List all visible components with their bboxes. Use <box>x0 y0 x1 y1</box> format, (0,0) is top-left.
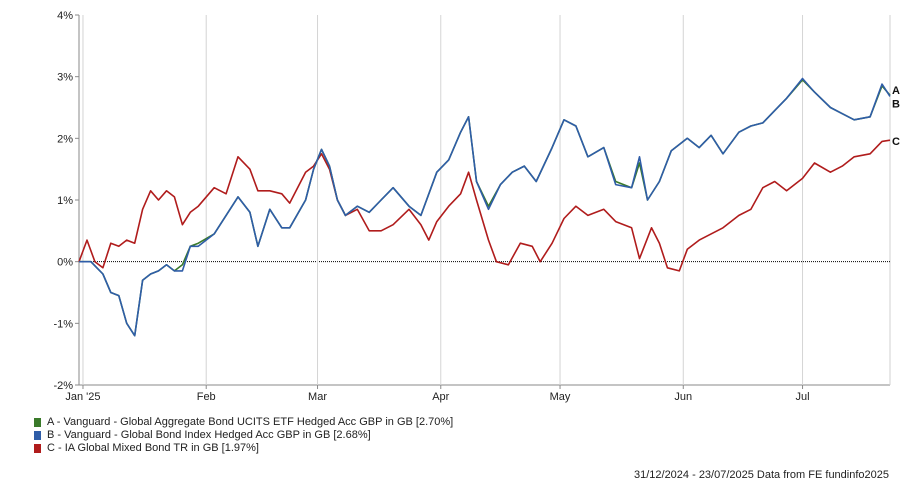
series-line-c <box>78 139 891 272</box>
x-axis: Jan '25 Feb Mar Apr May Jun Jul <box>65 385 810 403</box>
y-tick-label: 1% <box>57 195 73 207</box>
legend-item-b[interactable]: B - Vanguard - Global Bond Index Hedged … <box>34 429 453 442</box>
chart-footer: 31/12/2024 - 23/07/2025 Data from FE fun… <box>633 469 889 481</box>
series-end-label-a: A <box>892 85 900 97</box>
y-tick-label: 3% <box>57 72 73 84</box>
x-tick-label: Jan '25 <box>65 391 100 403</box>
legend-label-c: C - IA Global Mixed Bond TR in GB [1.97%… <box>47 442 259 454</box>
y-axis: -2% -1% 0% 1% 2% 3% 4% <box>53 10 79 392</box>
x-tick-label: May <box>550 391 571 403</box>
chart-legend: A - Vanguard - Global Aggregate Bond UCI… <box>34 416 453 455</box>
y-tick-label: -1% <box>53 318 73 330</box>
legend-swatch-c <box>34 444 41 453</box>
y-tick-label: 4% <box>57 10 73 22</box>
legend-swatch-a <box>34 418 41 427</box>
series-lines <box>78 77 891 337</box>
series-end-label-c: C <box>892 136 900 148</box>
x-tick-label: Apr <box>432 391 449 403</box>
y-tick-label: 2% <box>57 133 73 145</box>
x-tick-label: Feb <box>197 391 216 403</box>
legend-item-c[interactable]: C - IA Global Mixed Bond TR in GB [1.97%… <box>34 442 453 455</box>
performance-line-chart: -2%-1%0%1%2%3%4% Jan '25 Feb Mar Apr May Jun J… <box>53 10 900 403</box>
chart-grid <box>79 15 890 385</box>
x-tick-label: Jul <box>796 391 810 403</box>
series-line-b <box>79 77 891 337</box>
series-end-label-b: B <box>892 98 900 110</box>
legend-label-b: B - Vanguard - Global Bond Index Hedged … <box>47 429 371 441</box>
y-tick-label: -2% <box>53 380 73 392</box>
y-tick-label: 0% <box>57 257 73 269</box>
legend-swatch-b <box>34 431 41 440</box>
series-end-labels: AB C <box>892 85 900 148</box>
legend-item-a[interactable]: A - Vanguard - Global Aggregate Bond UCI… <box>34 416 453 429</box>
legend-label-a: A - Vanguard - Global Aggregate Bond UCI… <box>47 416 454 428</box>
x-tick-label: Jun <box>674 391 692 403</box>
x-tick-label: Mar <box>308 391 327 403</box>
